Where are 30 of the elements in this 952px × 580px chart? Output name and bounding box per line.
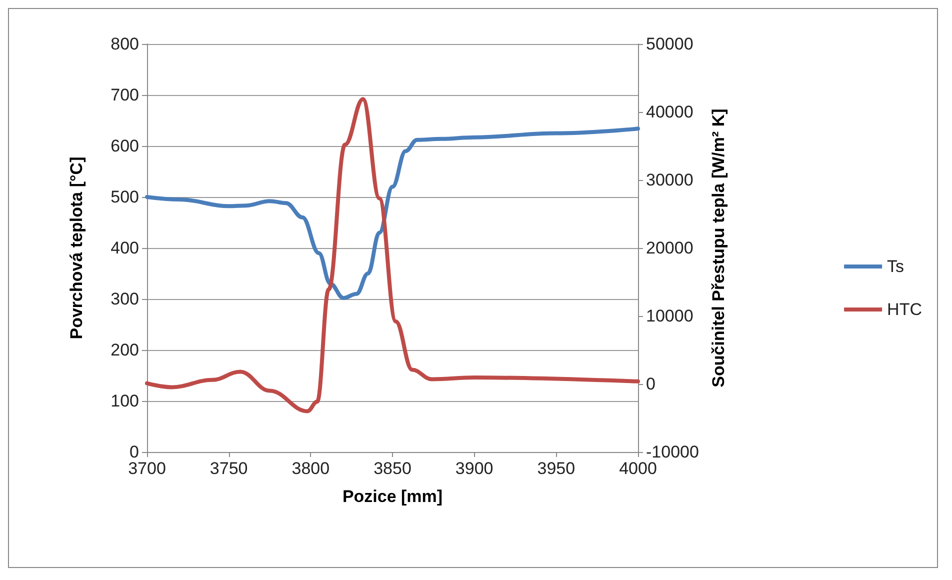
x-tick-label: 3850 (374, 459, 412, 478)
x-axis-title: Pozice [mm] (342, 487, 443, 506)
line-series (145, 97, 640, 414)
y2-axis-title: Součinitel Přestupu tepla [W/m² K] (708, 108, 728, 388)
y-tick-label: 400 (110, 238, 139, 258)
y2-tick-label: -10000 (646, 442, 699, 462)
y2-tick-label: 0 (646, 374, 656, 394)
y-tick-label: 300 (110, 290, 139, 308)
y2-tick-label: 20000 (646, 238, 694, 258)
x-tick-label: 3700 (128, 459, 166, 478)
legend-label: HTC (887, 300, 922, 319)
x-tick-label: 4000 (619, 459, 657, 478)
y-tick-label: 200 (110, 340, 139, 360)
y-tick-label: 800 (110, 34, 139, 54)
y2-tick-label: 50000 (646, 34, 694, 54)
y-tick-label: 700 (110, 86, 139, 104)
y-axis-title: Povrchová teplota [°C] (67, 156, 86, 340)
y-tick-label: 600 (110, 136, 139, 156)
y2-tick-label: 40000 (646, 102, 694, 122)
x-tick-label: 3950 (537, 459, 576, 478)
x-tick-label: 3750 (210, 459, 248, 478)
y-tick-label: 100 (110, 392, 139, 410)
y-tick-label: 500 (110, 188, 139, 206)
line-series (145, 126, 640, 300)
y-tick-label: 0 (130, 442, 139, 462)
y2-tick-label: 10000 (646, 306, 694, 326)
x-tick-label: 3900 (455, 459, 494, 478)
legend-label: Ts (887, 257, 904, 276)
y2-tick-label: 30000 (646, 170, 694, 190)
x-tick-label: 3800 (292, 459, 330, 478)
